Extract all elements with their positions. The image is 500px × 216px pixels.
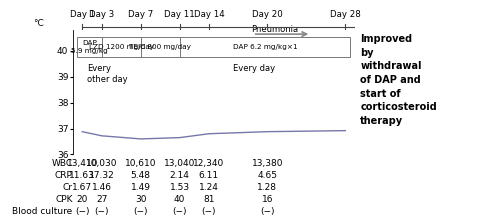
Text: CRP: CRP <box>54 171 72 180</box>
Text: 20: 20 <box>76 195 88 204</box>
Text: Day 3: Day 3 <box>89 10 114 19</box>
Text: WBC: WBC <box>52 159 72 168</box>
Text: Every
other day: Every other day <box>87 64 128 84</box>
Text: Pneumonia: Pneumonia <box>251 25 298 34</box>
Text: (−): (−) <box>202 207 216 216</box>
Text: (−): (−) <box>260 207 274 216</box>
Text: 1.49: 1.49 <box>130 183 150 192</box>
Text: 81: 81 <box>203 195 214 204</box>
Text: 30: 30 <box>135 195 146 204</box>
Text: (−): (−) <box>134 207 148 216</box>
Text: (−): (−) <box>172 207 187 216</box>
Text: Day 11: Day 11 <box>164 10 195 19</box>
Text: 10,030: 10,030 <box>86 159 118 168</box>
Text: (−): (−) <box>75 207 90 216</box>
Text: Day 1: Day 1 <box>70 10 95 19</box>
Text: 4.65: 4.65 <box>258 171 278 180</box>
Text: 6.11: 6.11 <box>199 171 219 180</box>
Text: (−): (−) <box>94 207 109 216</box>
Text: Blood culture: Blood culture <box>12 207 72 216</box>
Text: 13,410: 13,410 <box>66 159 98 168</box>
Text: 13,040: 13,040 <box>164 159 196 168</box>
Text: CPK: CPK <box>55 195 72 204</box>
Text: 40: 40 <box>174 195 186 204</box>
Text: 10,610: 10,610 <box>125 159 156 168</box>
Text: LZD 1200 mg/day: LZD 1200 mg/day <box>88 44 154 50</box>
Bar <box>140 37 179 57</box>
Bar <box>78 37 102 57</box>
Text: 1.53: 1.53 <box>170 183 190 192</box>
Text: Day 7: Day 7 <box>128 10 154 19</box>
Text: 27: 27 <box>96 195 108 204</box>
Text: 17.32: 17.32 <box>89 171 114 180</box>
Text: 1.28: 1.28 <box>258 183 278 192</box>
Text: 1.67: 1.67 <box>72 183 92 192</box>
Text: 16: 16 <box>262 195 273 204</box>
Text: TEIC 800 mg/day: TEIC 800 mg/day <box>129 44 191 50</box>
Text: °C: °C <box>34 19 44 28</box>
Bar <box>102 37 140 57</box>
Text: Improved
by
withdrawal
of DAP and
start of
corticosteroid
therapy: Improved by withdrawal of DAP and start … <box>360 34 437 126</box>
Bar <box>180 37 350 57</box>
Text: Cr: Cr <box>62 183 72 192</box>
Text: Every day: Every day <box>233 64 276 73</box>
Text: DAP
5.9 mg/kg: DAP 5.9 mg/kg <box>71 40 108 54</box>
Text: 5.48: 5.48 <box>130 171 150 180</box>
Text: 1.46: 1.46 <box>92 183 112 192</box>
Text: Day 20: Day 20 <box>252 10 282 19</box>
Text: DAP 6.2 mg/kg×1: DAP 6.2 mg/kg×1 <box>232 44 297 50</box>
Text: 2.14: 2.14 <box>170 171 190 180</box>
Text: 11.63: 11.63 <box>70 171 95 180</box>
Text: 1.24: 1.24 <box>199 183 219 192</box>
Text: 12,340: 12,340 <box>194 159 224 168</box>
Text: 13,380: 13,380 <box>252 159 283 168</box>
Text: Day 14: Day 14 <box>194 10 224 19</box>
Text: Day 28: Day 28 <box>330 10 360 19</box>
